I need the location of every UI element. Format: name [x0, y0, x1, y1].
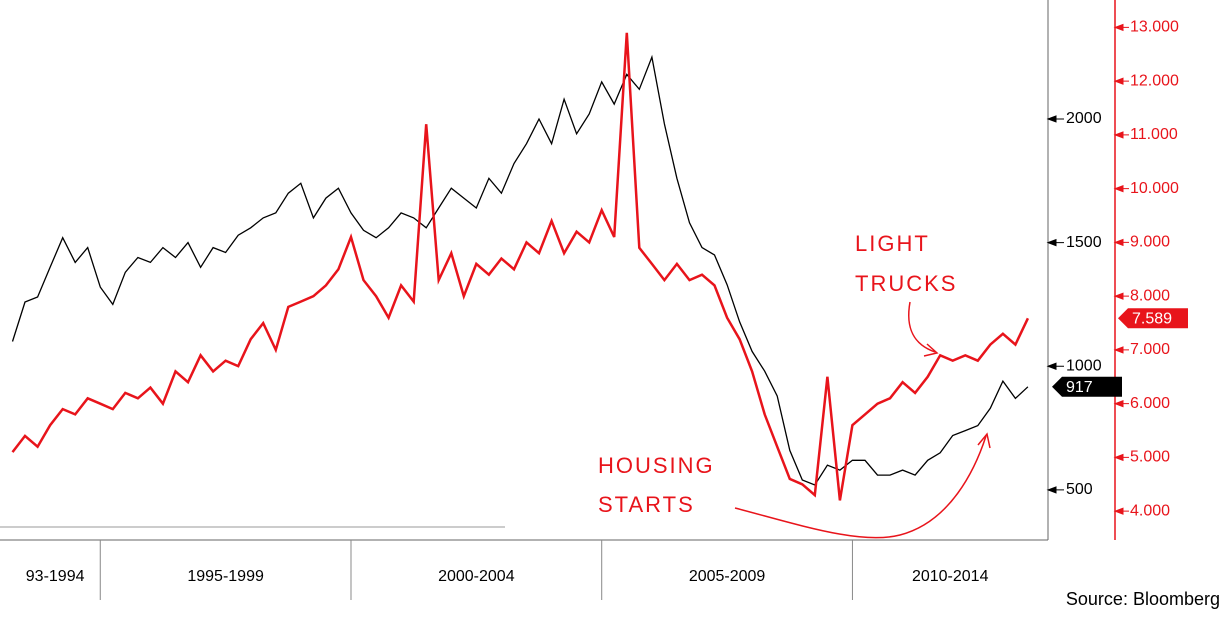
x-category-label: 2010-2014 — [912, 568, 989, 585]
last-value-label: 917 — [1066, 379, 1093, 396]
y2-tick-label: 11.000 — [1130, 126, 1178, 143]
y2-tick-label: 7.000 — [1130, 341, 1170, 358]
annotation: LIGHT — [855, 231, 930, 256]
annotation: TRUCKS — [855, 271, 957, 296]
y2-tick — [1113, 238, 1129, 247]
last-value-tag — [1052, 376, 1122, 397]
y2-tick-label: 4.000 — [1130, 502, 1170, 519]
annotation: HOUSING — [598, 453, 715, 478]
y2-tick-label: 8.000 — [1130, 287, 1170, 304]
y2-tick-label: 9.000 — [1130, 234, 1170, 251]
arrow-head — [977, 432, 991, 449]
x-category-label: 93-1994 — [26, 568, 85, 585]
y2-tick — [1113, 23, 1129, 32]
y-tick — [1046, 486, 1064, 494]
x-category-label: 1995-1999 — [187, 568, 264, 585]
y2-tick — [1113, 292, 1129, 300]
y2-tick-label: 6.000 — [1130, 395, 1170, 412]
y2-tick — [1113, 77, 1129, 85]
y2-tick-label: 10.000 — [1130, 180, 1179, 197]
y2-tick-label: 5.000 — [1130, 449, 1170, 466]
y-tick-label: 2000 — [1066, 110, 1102, 127]
series-line — [11, 54, 1029, 486]
x-category-label: 2005-2009 — [689, 568, 766, 585]
series-line — [11, 32, 1030, 501]
y2-tick — [1113, 399, 1129, 408]
y2-tick — [1113, 346, 1129, 354]
y2-tick — [1113, 184, 1129, 193]
y2-tick — [1113, 507, 1129, 515]
last-value-label: 7.589 — [1132, 310, 1172, 327]
annotation: STARTS — [598, 492, 695, 517]
source: Source: Bloomberg — [1066, 589, 1220, 609]
y-tick — [1046, 362, 1064, 370]
y-tick — [1046, 115, 1064, 123]
y2-tick-label: 13.000 — [1130, 19, 1179, 36]
y-tick — [1046, 238, 1064, 247]
y-tick-label: 1500 — [1066, 234, 1102, 251]
arrow — [908, 301, 936, 353]
y-tick-label: 500 — [1066, 481, 1093, 498]
arrow-head — [923, 343, 939, 357]
arrow — [734, 435, 987, 539]
last-value-tag — [1118, 308, 1188, 329]
y2-tick — [1113, 131, 1129, 139]
y-tick-label: 1000 — [1066, 357, 1102, 374]
x-category-label: 2000-2004 — [438, 568, 515, 585]
y2-tick-label: 12.000 — [1130, 72, 1179, 89]
y2-tick — [1113, 453, 1129, 462]
